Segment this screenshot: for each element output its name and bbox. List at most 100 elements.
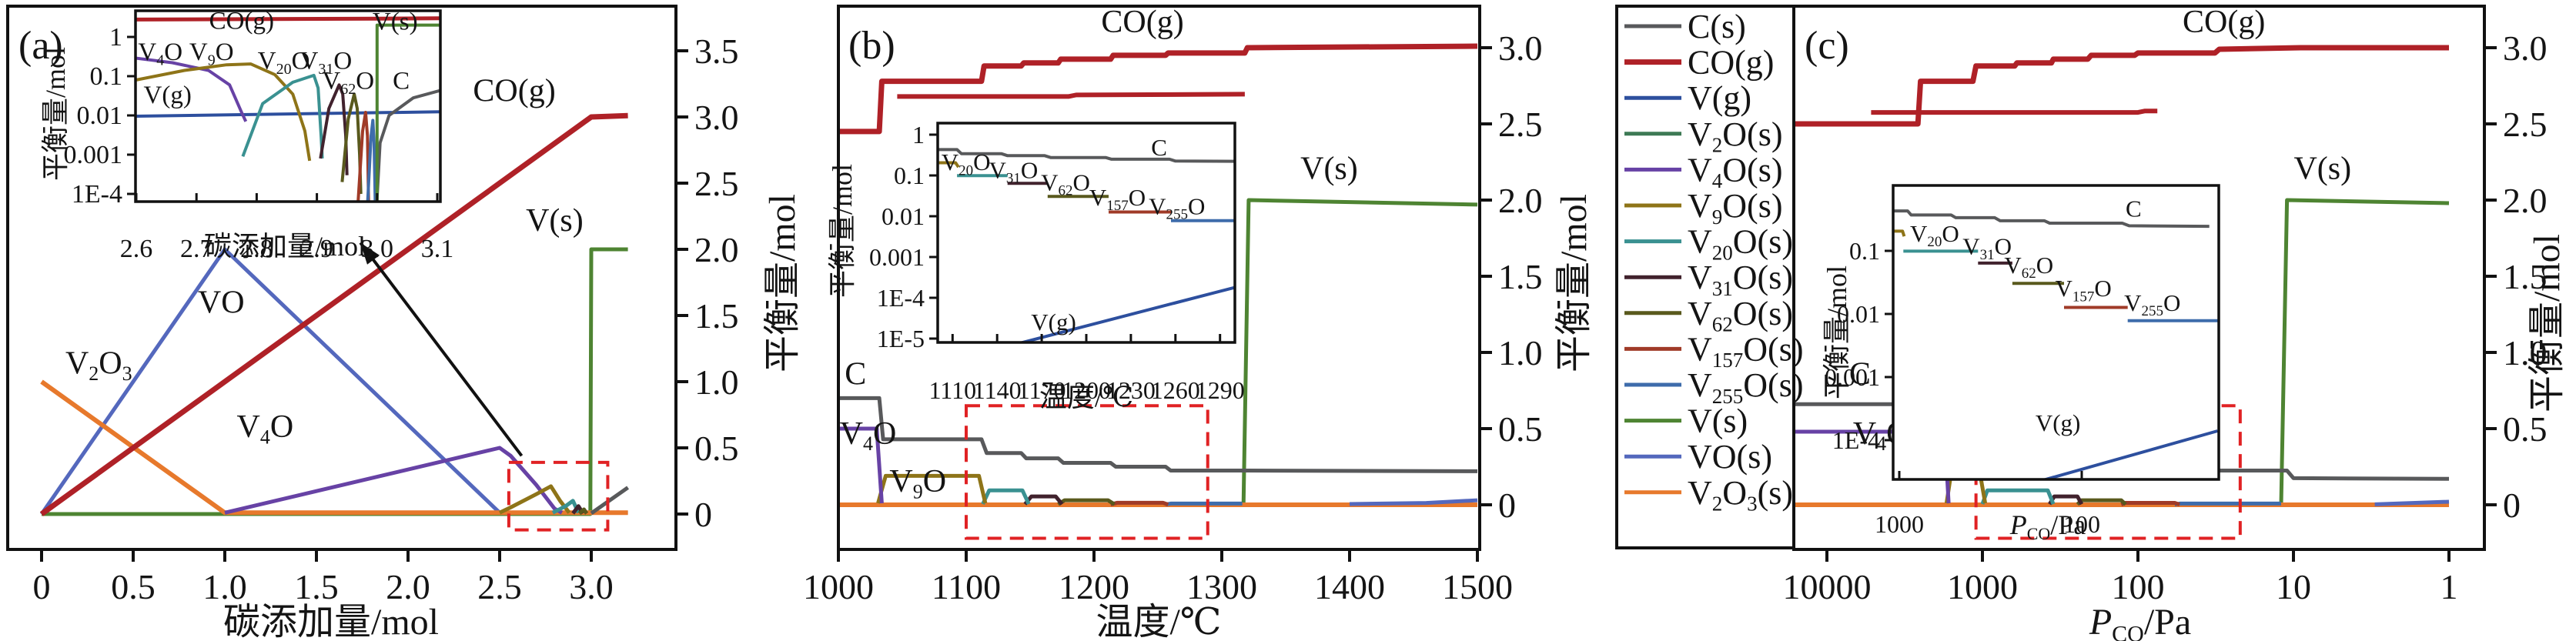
panel-b-y-tick-label: 1.0 (1498, 333, 1543, 372)
panel-c-inset-y-tick-label: 0.01 (1837, 300, 1880, 328)
panel-b-inset-x-axis-title: 温度/℃ (1039, 382, 1133, 412)
panel-b-x-tick-label: 1400 (1314, 567, 1385, 606)
panel-a-curve-label: V(s) (526, 203, 584, 239)
panel-c-y-tick-label: 0 (2503, 486, 2521, 525)
panel-c-x-tick-label: 10000 (1783, 567, 1872, 606)
panel-a-series-CO (39, 112, 628, 516)
panel-b-x-tick-label: 1500 (1442, 567, 1513, 606)
panel-b-inset-y-tick-label: 1 (912, 121, 925, 149)
panel-c-curve-label: CO(g) (2183, 5, 2265, 40)
panel-b-series-V20O (981, 488, 1031, 506)
panel-a-inset-y-tick-label: 1 (109, 23, 122, 52)
panel-b-inset-y-axis-title: 平衡量/mol (827, 164, 858, 298)
legend-label-C: C(s) (1688, 8, 1746, 45)
panel-b-curve-label: CO(g) (1101, 5, 1183, 40)
panel-b-series-CO2 (897, 92, 1245, 99)
panel-b-inset-y-tick-label: 0.001 (869, 243, 925, 271)
panel-c-x-tick-label: 1 (2441, 567, 2458, 606)
panel-c-inset-curve-label: V62O (2004, 252, 2053, 282)
panel-c-series-VO (2374, 499, 2450, 506)
panel-a-y-tick-label: 1.0 (694, 362, 739, 402)
panel-b-y-tick-label: 2.0 (1498, 181, 1543, 220)
panel-a-y-tick-label: 2.0 (694, 230, 739, 269)
panel-a-inset-y-tick-label: 0.01 (77, 102, 123, 130)
panel-a-inset-x-tick-label: 2.7 (180, 235, 213, 263)
panel-b-inset-x-tick-label: 1110 (928, 376, 976, 404)
panel-c-y-tick-label: 2.5 (2503, 105, 2548, 144)
panel-a-inset-x-tick-label: 2.8 (240, 235, 273, 263)
panel-c-inset-curve-label: V255O (2124, 289, 2180, 319)
panel-b-curve-label: V(s) (1300, 151, 1358, 186)
panel-c-inset-series-V9O (1893, 229, 1906, 237)
panel-c-series-V157O (2120, 501, 2180, 506)
panel-b-series-V255O (1165, 501, 1243, 507)
panel-a-inset-x-tick-label: 3.1 (421, 235, 454, 263)
panel-a-curve-label: VO (198, 285, 245, 321)
legend-label-Vs: V(s) (1688, 402, 1748, 440)
legend-label-V157O: V157O(s) (1688, 330, 1803, 372)
panel-a-y-tick-label: 0.5 (694, 429, 739, 468)
panel-c-inset-curve-label: V20O (1910, 220, 1959, 250)
legend-label-V62O: V62O(s) (1688, 295, 1793, 336)
panel-c-inset-y-axis-title: 平衡量/mol (1822, 265, 1852, 399)
panel-a-zoom-arrowhead (360, 242, 380, 265)
panel-c-series-CO (1795, 45, 2449, 127)
panel-b-x-tick-label: 1000 (803, 567, 874, 606)
panel-b-y-tick-label: 0.5 (1498, 409, 1543, 449)
panel-a-inset-curve-label: V(s) (373, 8, 418, 35)
panel-a-x-tick-label: 0 (33, 567, 51, 606)
panel-c-series-V20O (1980, 488, 2056, 505)
panel-a-curve-label: V4O (237, 409, 294, 448)
panel-a-inset-y-tick-label: 0.001 (64, 141, 123, 169)
panel-a-inset-series-CO (135, 16, 440, 22)
panel-b-inset-y-tick-label: 0.1 (894, 162, 925, 189)
panel-a-x-tick-label: 0.5 (111, 567, 156, 606)
panel-b-inset-y-tick-label: 1E-4 (877, 284, 925, 312)
panel-c-series-V255O (2174, 501, 2281, 507)
panel-a-y-tick-label: 0 (694, 495, 712, 534)
panel-a-y-tick-label: 3.0 (694, 98, 739, 137)
panel-b-x-tick-label: 1100 (932, 567, 1001, 606)
legend-label-CO: CO(g) (1688, 44, 1774, 82)
panel-b-inset-series-V9O (938, 161, 960, 169)
panel-c-curve-label: V(s) (2293, 151, 2351, 186)
panel-c-y-tick-label: 3.0 (2503, 28, 2548, 68)
legend-label-V255O: V255O(s) (1688, 366, 1803, 408)
panel-b-series-CO (838, 43, 1478, 135)
panel-a-inset-x-tick-label: 2.6 (120, 235, 153, 263)
panel-b-inset-y-tick-label: 0.01 (882, 202, 925, 230)
panel-c-inset-curve-label: C (2126, 195, 2142, 222)
panel-b-inset-series-C (938, 148, 1235, 163)
legend-label-V2O3: V2O3(s) (1688, 474, 1793, 516)
panel-a-series-V62O (577, 507, 589, 516)
panel-b-y-tick-label: 3.0 (1498, 28, 1543, 68)
panel-b-x-tick-label: 1300 (1186, 567, 1257, 606)
panel-c-inset-x-axis-title: PCO/Pa (2009, 509, 2086, 543)
legend-label-V20O: V20O(s) (1688, 223, 1793, 265)
panel-a-inset-series-V4O (135, 56, 248, 122)
panel-c-inset-y-tick-label: 1E-4 (1832, 426, 1880, 454)
panel-c-x-tick-label: 10 (2276, 567, 2311, 606)
panel-a-series-C (590, 486, 630, 516)
panel-b-inset-curve-label: V31O (989, 156, 1039, 186)
panel-a-inset-curve-label: C (393, 67, 410, 95)
panel-b-curve-label: C (845, 357, 866, 392)
panel-b-y-axis-title: 平衡量/mol (1554, 194, 1594, 372)
panel-a-inset-series-V157O (356, 111, 370, 202)
panel-b-inset-curve-label: V20O (942, 149, 991, 179)
panel-a-inset-x-tick-label: 3.0 (361, 235, 394, 263)
panel-a-inset-series-Vg (135, 110, 440, 119)
panel-c-y-tick-label: 0.5 (2503, 409, 2548, 449)
panel-b-inset-curve-label: V62O (1041, 169, 1090, 199)
panel-a-zoom-arrow (359, 242, 524, 457)
panel-b-series-C (838, 396, 1478, 473)
panel-a-series-V4O (224, 446, 564, 515)
panel-b-y-tick-label: 2.5 (1498, 105, 1543, 144)
panel-a-inset-series-V255O (366, 119, 377, 202)
panel-b-y-tick-label: 0 (1498, 486, 1516, 525)
panel-b-inset-curve-label: V255O (1149, 192, 1205, 222)
panel-b-inset-x-tick-label: 1140 (973, 376, 1022, 404)
panel-a-inset-curve-label: V31O (299, 47, 352, 78)
panel-c-x-tick-label: 100 (2112, 567, 2165, 606)
